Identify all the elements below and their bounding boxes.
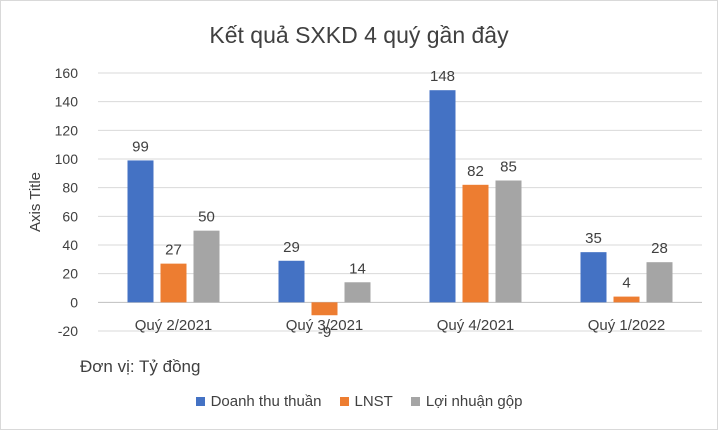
data-labels: 99 27 50 29 -9 14 148 82 85 35 4 28: [132, 68, 668, 341]
bar: [160, 263, 187, 303]
x-tick-label: Quý 4/2021: [437, 317, 515, 334]
legend-label-loi-nhuan-gop: Lợi nhuận gộp: [425, 393, 523, 410]
bars: [127, 90, 673, 316]
bar: [127, 160, 154, 303]
y-axis-title: Axis Title: [27, 172, 44, 232]
data-label: 28: [651, 240, 668, 257]
data-label: -9: [318, 324, 331, 341]
bar: [193, 230, 220, 303]
y-tick-label: 160: [55, 65, 79, 81]
data-label: 35: [585, 230, 602, 247]
bar: [278, 260, 305, 303]
data-label: 4: [622, 275, 630, 292]
bar: [495, 180, 522, 303]
legend-item-lnst: LNST: [339, 393, 393, 410]
legend-swatch-doanh-thu: [195, 397, 205, 406]
bar: [311, 302, 338, 316]
bar: [646, 262, 673, 303]
y-tick-label: -20: [58, 323, 78, 339]
y-tick-label: 100: [55, 151, 79, 167]
data-label: 99: [132, 138, 149, 155]
y-tick-labels: -20 0 20 40 60 80 100 120 140 160: [55, 65, 79, 339]
y-tick-label: 80: [62, 180, 78, 196]
bar: [613, 296, 640, 303]
gridlines: [98, 72, 702, 332]
y-tick-label: 0: [70, 294, 78, 310]
data-label: 29: [283, 239, 300, 256]
bar: [429, 90, 456, 303]
chart-title: Kết quả SXKD 4 quý gần đây: [209, 22, 509, 48]
legend-item-doanh-thu: Doanh thu thuần: [195, 393, 322, 410]
legend-swatch-loi-nhuan-gop: [410, 397, 420, 406]
legend-swatch-lnst: [339, 397, 349, 406]
bar: [580, 252, 607, 303]
y-tick-label: 120: [55, 122, 79, 138]
y-tick-label: 60: [62, 208, 78, 224]
bar: [462, 184, 489, 303]
x-tick-label: Quý 2/2021: [135, 317, 213, 334]
data-label: 14: [349, 260, 366, 277]
data-label: 82: [467, 163, 484, 180]
x-tick-label: Quý 3/2021: [286, 317, 364, 334]
x-tick-labels: Quý 2/2021 Quý 3/2021 Quý 4/2021 Quý 1/2022: [135, 317, 666, 334]
legend: Doanh thu thuần LNST Lợi nhuận gộp: [0, 393, 718, 410]
unit-note: Đơn vị: Tỷ đồng: [80, 357, 201, 376]
legend-label-doanh-thu: Doanh thu thuần: [210, 393, 322, 410]
legend-item-loi-nhuan-gop: Lợi nhuận gộp: [410, 393, 523, 410]
x-tick-label: Quý 1/2022: [588, 317, 666, 334]
legend-label-lnst: LNST: [354, 393, 393, 410]
data-label: 85: [500, 159, 517, 176]
data-label: 27: [165, 242, 182, 259]
data-label: 148: [430, 68, 455, 85]
y-tick-label: 20: [62, 266, 78, 282]
y-tick-label: 40: [62, 237, 78, 253]
y-tick-label: 140: [55, 94, 79, 110]
bar: [344, 282, 371, 303]
data-label: 50: [198, 209, 215, 226]
